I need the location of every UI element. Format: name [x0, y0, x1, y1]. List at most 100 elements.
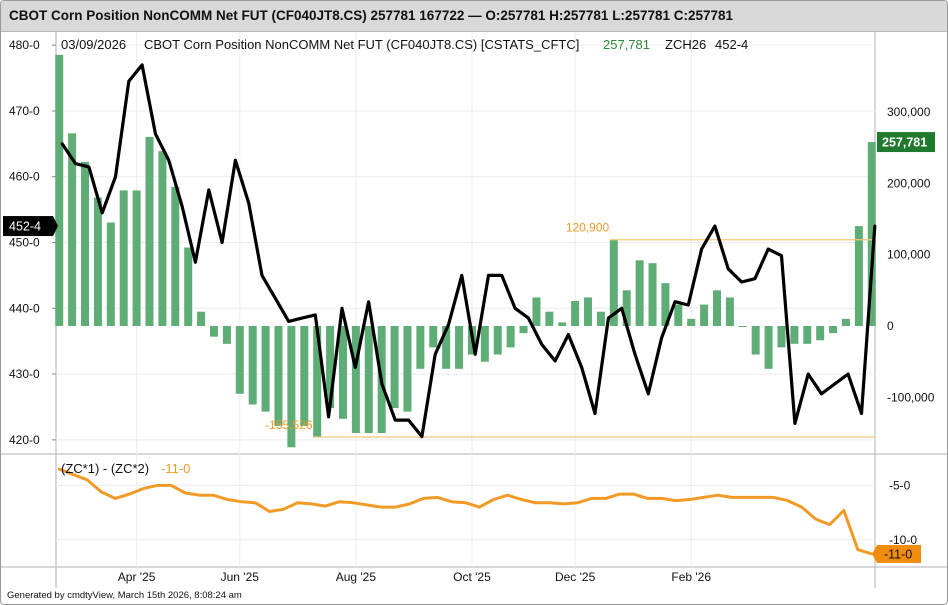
position-bar	[235, 325, 244, 394]
low-reference-label: -155,526	[265, 418, 313, 432]
legend-value: 257,781	[603, 37, 650, 52]
spread-badge-label: -11-0	[884, 547, 912, 561]
position-bar	[609, 239, 618, 326]
legend-price: 452-4	[715, 37, 748, 52]
position-bar	[480, 325, 489, 362]
position-bar	[674, 304, 683, 326]
position-bar	[622, 290, 631, 326]
title-bar: CBOT Corn Position NonCOMM Net FUT (CF04…	[1, 1, 947, 32]
position-bars	[55, 54, 876, 448]
position-bar	[841, 318, 850, 326]
right-tick-label: 0	[887, 319, 894, 333]
right-tick-label: 300,000	[887, 105, 931, 119]
x-tick-label: Feb '26	[671, 570, 711, 584]
position-bar	[403, 325, 412, 412]
legend-contract: ZCH26	[665, 37, 706, 52]
position-bar	[700, 304, 709, 326]
position-bar	[751, 325, 760, 355]
position-bar	[442, 325, 451, 369]
position-bar	[648, 263, 657, 326]
position-bar	[455, 325, 464, 369]
position-bar	[145, 136, 154, 326]
x-tick-label: Dec '25	[555, 570, 596, 584]
right-tick-label: 100,000	[887, 248, 931, 262]
position-bar	[158, 151, 167, 326]
reference-lines: 120,900 -155,526	[265, 221, 875, 438]
left-tick-label: 480-0	[9, 38, 40, 52]
sub-tick-label: -10-0	[889, 533, 917, 547]
position-bar	[132, 190, 141, 326]
position-bar	[493, 325, 502, 355]
position-bar	[506, 325, 515, 348]
position-bar	[738, 325, 747, 327]
axes: 420-0 430-0 440-0 450-0 460-0 470-0 480-0 -100,…	[3, 38, 935, 584]
spread-badge-arrow	[872, 544, 877, 563]
position-bar	[171, 186, 180, 326]
position-bar	[713, 290, 722, 326]
footer-note: Generated by cmdtyView, March 15th 2026,…	[7, 590, 242, 601]
position-bar	[119, 190, 128, 326]
main-legend: 03/09/2026 CBOT Corn Position NonCOMM Ne…	[61, 37, 748, 52]
position-bar	[248, 325, 257, 405]
position-bar	[829, 325, 838, 334]
position-bar	[93, 197, 102, 326]
position-bar	[764, 325, 773, 369]
spread-legend: (ZC*1) - (ZC*2) -11-0	[61, 461, 190, 476]
spread-legend-value: -11-0	[161, 461, 190, 476]
price-badge	[3, 216, 53, 237]
position-bar	[106, 222, 115, 326]
price-badge-label: 452-4	[9, 220, 41, 234]
left-tick-label: 430-0	[9, 367, 40, 381]
x-tick-label: Jun '25	[221, 570, 260, 584]
position-bar	[274, 325, 283, 426]
spread-line-path	[57, 467, 874, 556]
spread-legend-name: (ZC*1) - (ZC*2)	[61, 461, 149, 476]
price-line	[60, 63, 877, 439]
left-tick-label: 450-0	[9, 236, 40, 250]
position-bar	[338, 325, 347, 419]
position-bar	[416, 325, 425, 369]
position-bar	[803, 325, 812, 344]
position-bar	[790, 325, 799, 344]
spread-badge	[877, 544, 921, 563]
value-badge-label: 257,781	[882, 136, 927, 150]
position-bar	[635, 260, 644, 326]
window-title: CBOT Corn Position NonCOMM Net FUT (CF04…	[9, 8, 734, 23]
left-tick-label: 470-0	[9, 104, 40, 118]
position-bar	[519, 325, 528, 334]
spread-line	[57, 467, 874, 556]
position-bar	[209, 325, 218, 337]
value-badge	[877, 132, 935, 153]
position-bar	[326, 325, 335, 409]
x-tick-label: Oct '25	[453, 570, 491, 584]
position-bar	[197, 311, 206, 326]
position-bar	[558, 322, 567, 326]
position-bar	[777, 325, 786, 348]
position-bar	[725, 297, 734, 326]
legend-date: 03/09/2026	[61, 37, 126, 52]
position-bar	[81, 161, 90, 326]
left-tick-label: 460-0	[9, 170, 40, 184]
position-bar	[596, 311, 605, 326]
right-tick-label: -100,000	[887, 390, 935, 404]
position-bar	[532, 297, 541, 326]
x-tick-label: Aug '25	[336, 570, 377, 584]
price-line-path	[60, 63, 877, 439]
position-bar	[300, 325, 309, 426]
right-tick-label: 200,000	[887, 176, 931, 190]
position-bar	[429, 325, 438, 348]
position-bar	[313, 325, 322, 437]
price-badge-arrow	[53, 216, 58, 237]
position-bar	[687, 318, 696, 326]
position-bar	[184, 247, 193, 326]
position-bar	[351, 325, 360, 434]
position-bar	[661, 283, 670, 326]
left-tick-label: 440-0	[9, 301, 40, 315]
position-bar	[364, 325, 373, 434]
position-bar	[816, 325, 825, 341]
left-tick-label: 420-0	[9, 433, 40, 447]
position-bar	[390, 325, 399, 409]
position-bar	[867, 142, 876, 326]
